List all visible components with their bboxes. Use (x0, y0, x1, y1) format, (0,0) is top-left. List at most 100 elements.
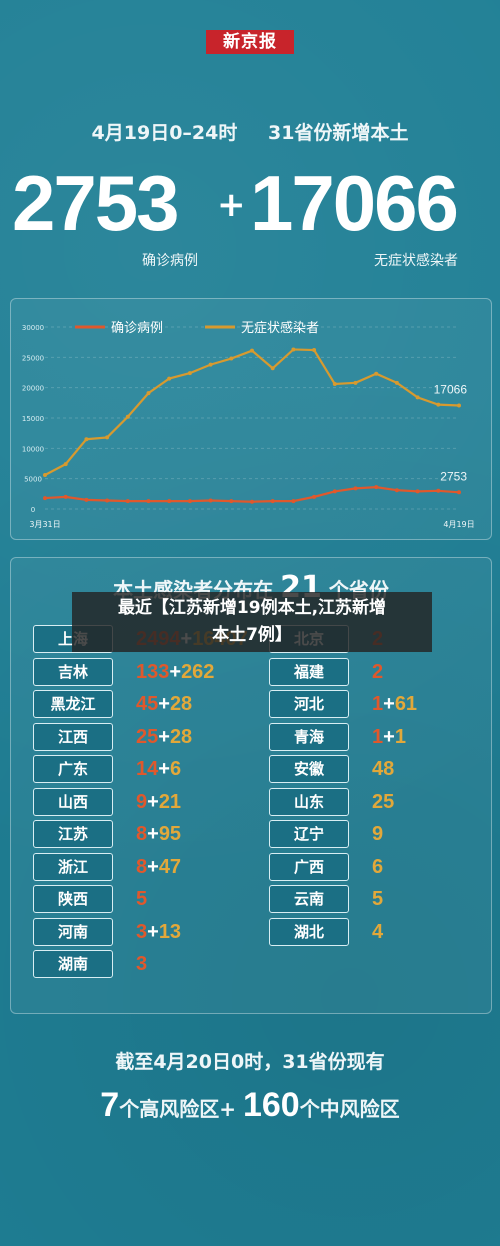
data-point (146, 499, 151, 504)
footer-line-1: 截至4月20日0时，31省份现有 (115, 1051, 385, 1073)
province-value: 5 (372, 885, 383, 913)
province-name: 青海 (269, 722, 349, 751)
data-point (353, 380, 358, 385)
y-tick-label: 20000 (22, 385, 44, 393)
y-tick-label: 15000 (22, 415, 44, 423)
plus-sign: + (383, 725, 395, 748)
asymptomatic-value: 5 (372, 888, 384, 910)
data-point (105, 435, 110, 440)
confirmed-value: 3 (136, 920, 148, 943)
asymptomatic-value: 25 (372, 790, 395, 813)
province-name: 山东 (269, 787, 349, 816)
plus-sign: + (158, 693, 170, 715)
asymptomatic-value: 47 (158, 855, 182, 878)
data-point (332, 489, 337, 494)
data-point (43, 473, 47, 478)
data-point (125, 499, 130, 504)
province-name: 江西 (33, 722, 113, 751)
series-end-label: 17066 (434, 382, 468, 396)
plus-sign: + (158, 725, 170, 748)
asymptomatic-value: 28 (169, 693, 193, 715)
province-value: 25+28 (136, 723, 192, 751)
data-point (208, 498, 213, 503)
province-value: 5 (136, 885, 147, 913)
province-name: 山西 (33, 787, 113, 816)
plus-sign: + (158, 758, 170, 780)
data-point (394, 488, 399, 493)
plus-sign: + (169, 660, 182, 683)
data-point (270, 499, 275, 504)
province-value: 133+262 (136, 658, 214, 686)
plus-sign: + (147, 790, 159, 813)
data-point (84, 497, 89, 502)
asymptomatic-value: 48 (372, 758, 395, 780)
confirmed-value: 9 (136, 790, 148, 813)
province-value: 4 (372, 918, 383, 946)
province-name: 安徽 (269, 755, 349, 783)
province-value: 8+95 (136, 820, 181, 848)
data-point (63, 462, 68, 467)
province-name: 湖南 (33, 950, 113, 978)
legend-label: 无症状感染者 (241, 320, 319, 336)
data-point (229, 499, 234, 504)
province-value: 1+1 (372, 723, 406, 751)
province-name: 河南 (33, 917, 113, 946)
province-value: 9+21 (136, 788, 181, 816)
confirmed-value: 1 (372, 725, 384, 748)
data-point (436, 488, 441, 493)
confirmed-value: 14 (136, 758, 159, 780)
y-tick-label: 30000 (22, 324, 44, 332)
data-point (457, 403, 461, 408)
headline: 4月19日0–24时 31省份新增本土 (0, 118, 500, 145)
overlay-line-1: 最近【江苏新增19例本土,江苏新增 (117, 598, 387, 618)
province-value: 48 (372, 755, 394, 783)
data-point (63, 494, 68, 499)
brand-logo: 新京报 (206, 30, 294, 54)
data-point (394, 380, 399, 385)
province-value: 1+61 (372, 690, 417, 718)
confirmed-value: 133 (136, 660, 170, 683)
asymptomatic-value: 6 (372, 855, 384, 878)
plus-sign: + (147, 920, 159, 943)
confirmed-value: 1 (372, 693, 384, 715)
data-point (270, 366, 275, 371)
data-point (312, 494, 317, 499)
province-value: 9 (372, 820, 383, 848)
province-value: 8+47 (136, 853, 181, 881)
data-point (415, 489, 420, 494)
data-point (229, 356, 234, 361)
confirmed-value: 5 (136, 888, 148, 910)
data-point (332, 382, 337, 387)
province-name: 浙江 (33, 852, 113, 881)
confirmed-value: 2 (372, 660, 384, 683)
overlay-line-2: 本土7例】 (212, 625, 292, 645)
data-point (167, 376, 172, 381)
province-name: 广西 (269, 852, 349, 881)
asymptomatic-value: 6 (169, 758, 182, 780)
data-point (208, 362, 213, 367)
x-start-label: 3月31日 (29, 520, 60, 529)
province-name: 云南 (269, 885, 349, 913)
date-text: 4月19日0–24时 (91, 122, 238, 144)
news-overlay-banner[interactable]: 最近【江苏新增19例本土,江苏新增 本土7例】 (72, 592, 432, 652)
province-name: 吉林 (33, 657, 113, 686)
trend-chart-panel: 0 5000 10000 15000 20000 25000 30000 3月31日 4月19日… (10, 298, 492, 540)
data-point (146, 391, 151, 396)
plus-sign: + (383, 693, 395, 715)
data-point (125, 414, 130, 419)
footer-line-2: 7个高风险区+ 160个中风险区 (0, 1086, 500, 1125)
plus-sign: + (147, 855, 159, 878)
asymptomatic-value: 21 (158, 790, 182, 813)
data-point (187, 371, 192, 376)
province-value: 45+28 (136, 690, 192, 718)
plus-sign: + (147, 823, 159, 845)
plus-sign: + (217, 185, 246, 225)
data-point (167, 499, 172, 504)
confirmed-value: 45 (136, 693, 159, 715)
data-point (415, 395, 420, 400)
data-point (291, 499, 296, 504)
series-line (44, 348, 460, 476)
y-tick-label: 25000 (22, 354, 44, 362)
series-end-label: 2753 (440, 469, 467, 483)
mid-risk-count: 160 (242, 1086, 300, 1124)
